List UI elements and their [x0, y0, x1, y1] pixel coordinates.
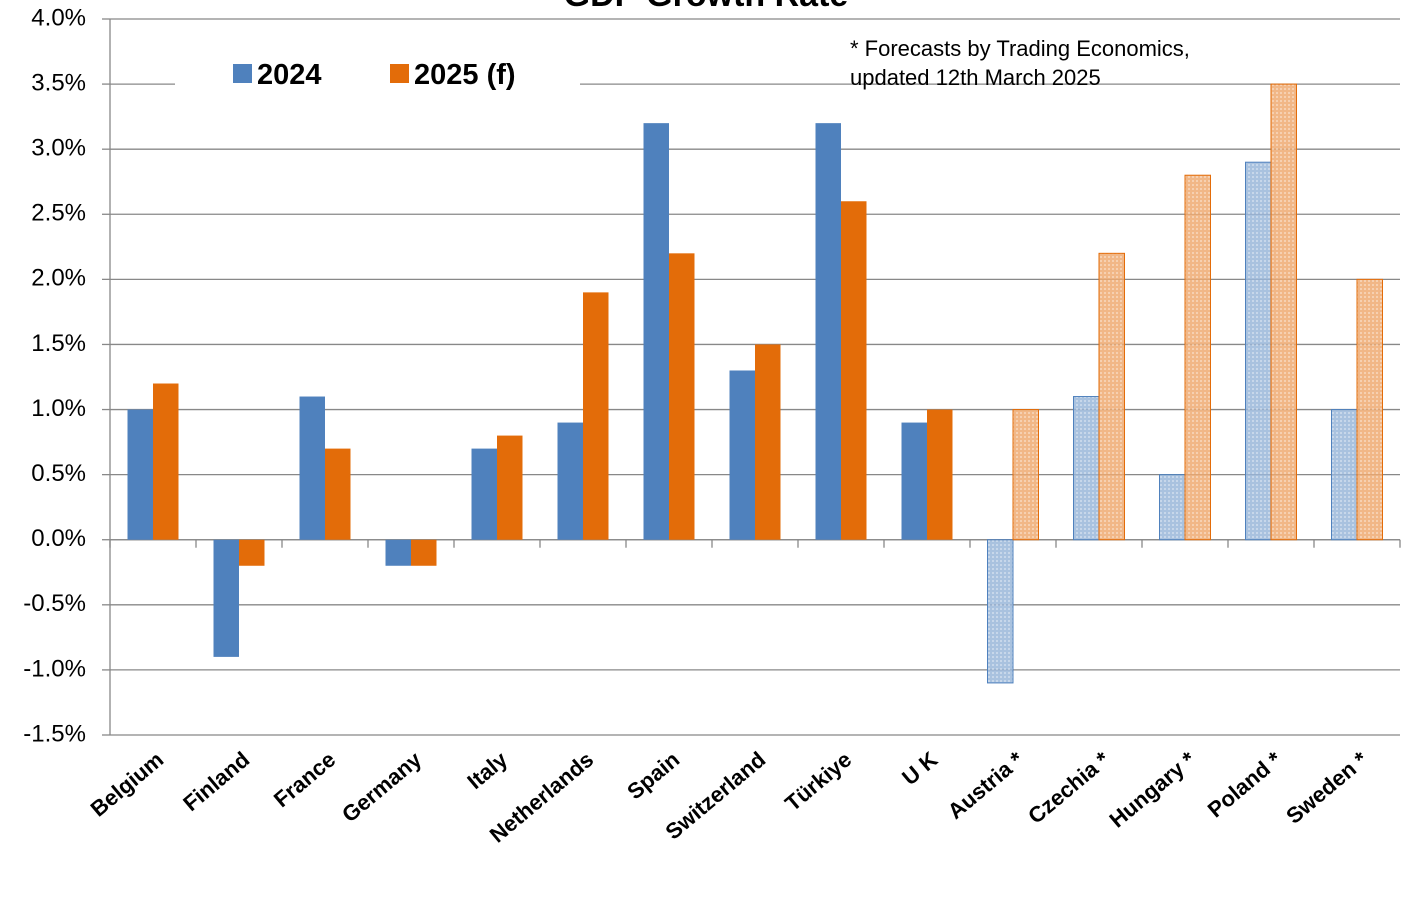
bar-hatch [1073, 396, 1100, 541]
x-tick-label: Sweden * [1281, 746, 1372, 828]
chart-title: GDP Growth Rate [564, 0, 849, 14]
y-tick-label: 1.0% [31, 395, 86, 422]
bar [497, 435, 523, 540]
bar [127, 409, 153, 540]
y-tick-label: 2.0% [31, 265, 86, 292]
y-tick-label: 0.0% [31, 525, 86, 552]
x-tick-label: Poland * [1203, 746, 1287, 822]
bar-hatch [1331, 409, 1358, 541]
overlay: 2024 2025 (f) [175, 52, 580, 96]
x-tick-label: Hungary * [1105, 746, 1201, 832]
y-tick-label: -0.5% [23, 590, 86, 617]
bar [927, 409, 953, 540]
bar [153, 383, 179, 540]
bar [841, 201, 867, 540]
x-tick-label: France [269, 747, 340, 813]
x-tick-label: Austria * [943, 746, 1029, 824]
bar-hatch [1012, 409, 1039, 541]
bar [901, 422, 927, 540]
bar [729, 370, 755, 540]
bar-hatch [1098, 252, 1125, 541]
y-tick-label: 2.5% [31, 200, 86, 227]
y-tick-label: 1.5% [31, 330, 86, 357]
y-tick-label: 3.5% [31, 69, 86, 96]
bar [411, 539, 437, 566]
bar-hatch [1270, 83, 1297, 541]
y-tick-label: -1.0% [23, 655, 86, 682]
bar [583, 292, 609, 540]
y-tick-label: -1.5% [23, 720, 86, 747]
x-tick-label: Belgium [86, 747, 169, 822]
x-tick-label: Germany [337, 746, 427, 827]
bar [213, 539, 239, 657]
x-tick-label: Czechia * [1023, 746, 1114, 828]
annotation: * Forecasts by Trading Economics, [850, 36, 1190, 61]
bar [385, 539, 411, 566]
bar [239, 539, 265, 566]
bar-hatch [987, 539, 1014, 684]
y-tick-label: 0.5% [31, 460, 86, 487]
x-tick-label: Italy [462, 746, 512, 794]
bar [815, 123, 841, 540]
bar-hatch [1245, 161, 1272, 541]
bar-hatch [1159, 474, 1186, 541]
legend-swatch [390, 64, 409, 83]
x-tick-label: U K [897, 747, 942, 791]
legend-label: 2025 (f) [414, 59, 516, 91]
bar-hatch [1356, 278, 1383, 541]
legend-label: 2024 [257, 59, 322, 91]
bar [755, 344, 781, 540]
x-tick-label: Türkiye [780, 747, 856, 816]
bar [669, 253, 695, 540]
bar [557, 422, 583, 540]
bar [299, 396, 325, 540]
x-tick-label: Spain [622, 747, 684, 805]
bar [471, 448, 497, 540]
y-tick-label: 4.0% [31, 4, 86, 31]
bar-hatch [1184, 174, 1211, 541]
x-tick-label: Finland [178, 747, 254, 816]
y-tick-label: 3.0% [31, 135, 86, 162]
legend-swatch [233, 64, 252, 83]
bar [325, 448, 351, 540]
bar [643, 123, 669, 540]
bars [127, 83, 1383, 684]
annotation: updated 12th March 2025 [850, 65, 1101, 90]
